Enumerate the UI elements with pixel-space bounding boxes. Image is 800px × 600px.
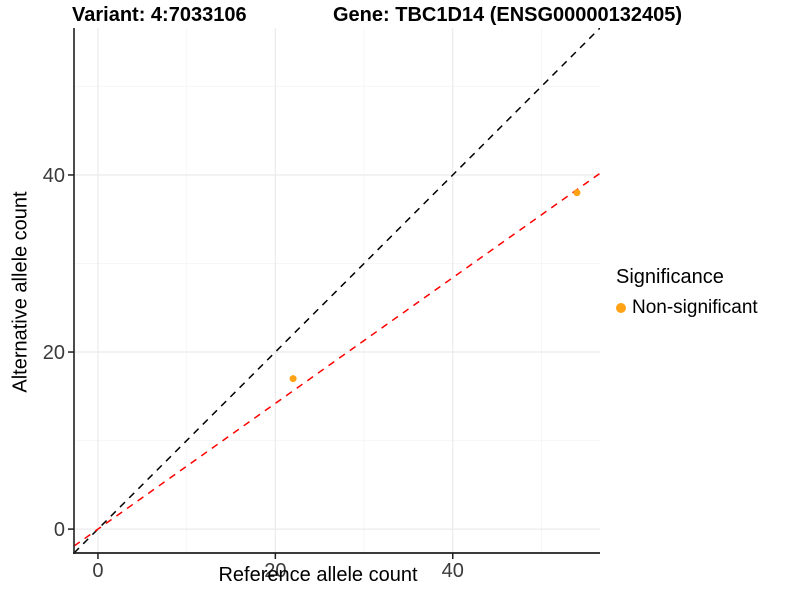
x-tick-label: 40	[442, 560, 464, 582]
legend-point-icon	[616, 303, 626, 313]
x-tick-label: 0	[92, 560, 103, 582]
gene-title: Gene: TBC1D14 (ENSG00000132405)	[333, 4, 683, 26]
data-point	[289, 375, 297, 383]
legend-title: Significance	[616, 266, 724, 288]
data-point	[573, 189, 581, 197]
legend-item: Non-significant	[616, 297, 758, 319]
y-tick-label: 40	[43, 165, 65, 187]
x-axis-title: Reference allele count	[218, 564, 418, 586]
y-tick-label: 20	[43, 342, 65, 364]
legend-item-label: Non-significant	[632, 297, 758, 318]
variant-title: Variant: 4:7033106	[72, 4, 247, 26]
legend: Significance Non-significant	[616, 266, 758, 319]
y-tick-label: 0	[54, 519, 65, 541]
fitted-ratio-line	[74, 172, 600, 547]
y-axis-title: Alternative allele count	[9, 191, 32, 393]
x-tick-label: 20	[264, 560, 286, 582]
identity-line	[74, 28, 600, 553]
